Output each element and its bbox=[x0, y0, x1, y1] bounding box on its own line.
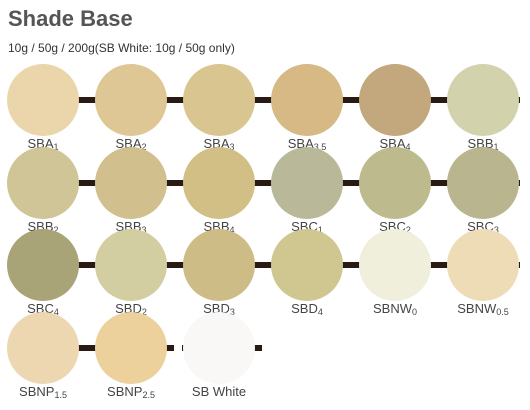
label-sub: 4 bbox=[318, 307, 323, 317]
label-name: SB White bbox=[192, 384, 246, 399]
swatch-label: SB White bbox=[192, 384, 246, 399]
swatch bbox=[183, 147, 255, 219]
label-sub: 1.5 bbox=[54, 390, 67, 400]
label-sub: 4 bbox=[406, 142, 411, 152]
swatch bbox=[447, 229, 519, 301]
label-sub: 0 bbox=[412, 307, 417, 317]
swatch bbox=[95, 312, 167, 384]
swatch bbox=[95, 64, 167, 136]
swatch-label: SBD4 bbox=[291, 301, 323, 317]
label-sub: 1 bbox=[54, 142, 59, 152]
bar bbox=[8, 97, 520, 103]
swatch-label: SBNP1.5 bbox=[19, 384, 67, 400]
label-sub: 1 bbox=[494, 142, 499, 152]
label-sub: 2 bbox=[142, 142, 147, 152]
label-sub: 3 bbox=[494, 225, 499, 235]
swatch-label: SBA3 bbox=[203, 136, 234, 152]
swatch bbox=[7, 64, 79, 136]
swatch bbox=[7, 229, 79, 301]
bar bbox=[8, 345, 174, 351]
swatch bbox=[95, 147, 167, 219]
swatch bbox=[95, 229, 167, 301]
swatch bbox=[359, 147, 431, 219]
label-sub: 1 bbox=[318, 225, 323, 235]
swatch bbox=[359, 229, 431, 301]
bar bbox=[8, 262, 520, 268]
swatch bbox=[271, 229, 343, 301]
label-sub: 2 bbox=[54, 225, 59, 235]
label-name: SBA bbox=[115, 136, 141, 151]
label-sub: 2 bbox=[142, 307, 147, 317]
swatch bbox=[359, 64, 431, 136]
swatch-label: SBA4 bbox=[379, 136, 410, 152]
swatch bbox=[271, 147, 343, 219]
label-name: SBNW bbox=[373, 301, 413, 316]
label-sub: 2.5 bbox=[142, 390, 155, 400]
label-sub: 3 bbox=[142, 225, 147, 235]
swatch bbox=[183, 229, 255, 301]
swatch-label: SBNP2.5 bbox=[107, 384, 155, 400]
swatch-label: SBA1 bbox=[27, 136, 58, 152]
label-name: SBNW bbox=[457, 301, 497, 316]
label-name: SBD bbox=[291, 301, 318, 316]
label-sub: 2 bbox=[406, 225, 411, 235]
swatch bbox=[183, 64, 255, 136]
label-sub: 4 bbox=[54, 307, 59, 317]
swatch-label: SBNW0.5 bbox=[457, 301, 509, 317]
label-name: SBA bbox=[379, 136, 405, 151]
label-sub: 3.5 bbox=[314, 142, 327, 152]
swatch bbox=[7, 312, 79, 384]
title: Shade Base bbox=[8, 6, 133, 31]
label-name: SBNP bbox=[107, 384, 142, 399]
swatch bbox=[271, 64, 343, 136]
swatch bbox=[447, 147, 519, 219]
swatch bbox=[183, 312, 255, 384]
label-name: SBA bbox=[203, 136, 229, 151]
bar bbox=[8, 180, 520, 186]
swatch-label: SBNW0 bbox=[373, 301, 417, 317]
label-name: SBA bbox=[27, 136, 53, 151]
subtitle: 10g / 50g / 200g(SB White: 10g / 50g onl… bbox=[8, 41, 235, 55]
swatch bbox=[447, 64, 519, 136]
swatch bbox=[7, 147, 79, 219]
swatch-label: SBA2 bbox=[115, 136, 146, 152]
label-name: SBNP bbox=[19, 384, 54, 399]
label-sub: 3 bbox=[230, 307, 235, 317]
label-sub: 0.5 bbox=[496, 307, 509, 317]
label-sub: 3 bbox=[230, 142, 235, 152]
label-sub: 4 bbox=[230, 225, 235, 235]
